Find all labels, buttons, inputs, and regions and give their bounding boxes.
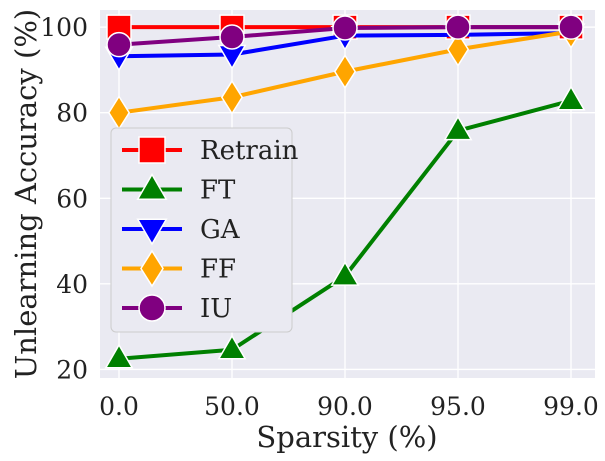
legend-label-iu: IU (200, 294, 232, 324)
data-point-ff-50-0 (220, 79, 244, 115)
data-point-iu-0-0 (106, 31, 132, 58)
legend-label-ff: FF (200, 255, 236, 285)
y-tick-label-40: 40 (56, 270, 88, 299)
legend-item-ft: FT (122, 173, 236, 206)
data-point-ft-95-0 (443, 115, 473, 141)
legend-item-retrain: Retrain (122, 136, 299, 166)
data-point-iu-99-0 (558, 14, 584, 40)
legend-marker-ga (136, 218, 168, 246)
data-point-ft-0-0 (104, 343, 134, 369)
legend-item-ga: GA (122, 215, 241, 246)
legend-marker-ft (136, 173, 168, 200)
data-point-iu-95-0 (445, 14, 471, 40)
legend-label-ft: FT (200, 176, 236, 206)
data-point-ff-95-0 (446, 31, 470, 67)
x-tick-label-50-0: 50.0 (204, 392, 260, 421)
x-tick-label-0-0: 0.0 (99, 392, 139, 421)
y-tick-label-60: 60 (56, 184, 88, 213)
y-tick-label-20: 20 (56, 355, 88, 384)
legend-box (110, 127, 293, 333)
series-iu (106, 14, 584, 58)
series-group (104, 13, 586, 369)
legend: Retrain FT GA FF IU (110, 127, 299, 333)
legend-item-iu: IU (122, 294, 232, 324)
x-tick-label-99-0: 99.0 (543, 392, 599, 421)
series-ft (104, 85, 586, 369)
data-point-ft-99-0 (556, 85, 586, 111)
data-point-iu-50-0 (219, 24, 245, 50)
legend-marker-retrain (138, 136, 166, 164)
data-point-ft-90-0 (330, 260, 360, 286)
data-point-ff-90-0 (333, 54, 357, 90)
legend-item-ff: FF (122, 249, 236, 288)
legend-marker-ff (140, 249, 164, 288)
data-point-ft-50-0 (217, 334, 247, 360)
y-tick-label-100: 100 (40, 13, 88, 42)
y-axis-label: Unlearning Accuracy (%) (9, 9, 43, 379)
y-tick-label-80: 80 (56, 99, 88, 128)
legend-label-ga: GA (200, 215, 241, 245)
data-point-iu-90-0 (332, 15, 358, 41)
legend-marker-iu (138, 294, 166, 322)
legend-label-retrain: Retrain (200, 136, 299, 166)
tick-labels: 20 40 60 80 100 0.0 50.0 90.0 95.0 99.0 (40, 13, 599, 421)
x-tick-label-95-0: 95.0 (430, 392, 486, 421)
x-axis-label: Sparsity (%) (256, 420, 437, 454)
x-tick-label-90-0: 90.0 (317, 392, 373, 421)
